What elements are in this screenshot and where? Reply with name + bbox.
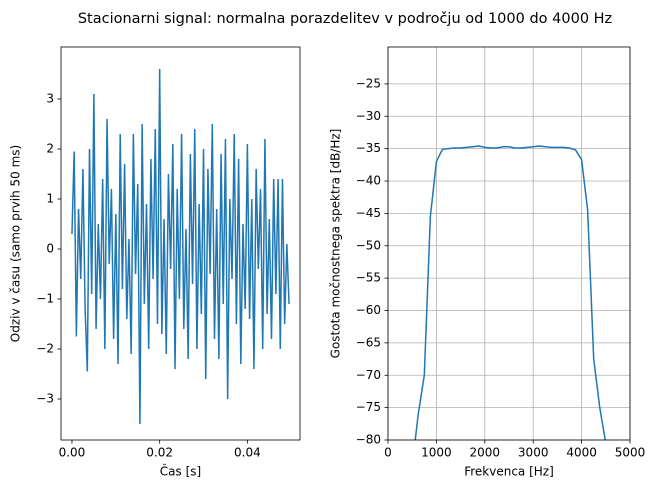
y-tick-label: −1 <box>36 292 54 306</box>
y-tick-label: −40 <box>356 174 381 188</box>
y-tick-label: −65 <box>356 335 381 349</box>
y-tick-label: −70 <box>356 368 381 382</box>
x-tick-label: 2000 <box>470 446 501 460</box>
x-tick-label: 0.00 <box>59 446 86 460</box>
x-tick-label: 0 <box>384 446 392 460</box>
x-axis-label: Čas [s] <box>160 464 201 479</box>
y-tick-label: −35 <box>356 141 381 155</box>
y-tick-label: −3 <box>36 392 54 406</box>
y-tick-label: −55 <box>356 271 381 285</box>
x-tick-label: 4000 <box>566 446 597 460</box>
axes-frame <box>387 46 631 441</box>
y-tick-label: −25 <box>356 76 381 90</box>
line <box>71 68 290 425</box>
y-tick-label: −50 <box>356 238 381 252</box>
axes-frame <box>60 46 301 441</box>
y-axis-label: Gostota močnostnega spektra [dB/Hz] <box>329 129 343 359</box>
y-tick-label: 3 <box>46 92 54 106</box>
y-tick-label: −2 <box>36 342 54 356</box>
figure-title: Stacionarni signal: normalna porazdelite… <box>78 11 612 27</box>
y-tick-label: 2 <box>46 142 54 156</box>
y-tick-label: −30 <box>356 109 381 123</box>
x-tick-label: 0.04 <box>234 446 261 460</box>
y-tick-label: 0 <box>46 242 54 256</box>
y-tick-label: 1 <box>46 192 54 206</box>
x-tick-label: 5000 <box>615 446 646 460</box>
x-tick-label: 1000 <box>421 446 452 460</box>
y-tick-label: −80 <box>356 433 381 447</box>
y-tick-label: −60 <box>356 303 381 317</box>
line <box>414 145 607 440</box>
y-tick-label: −45 <box>356 206 381 220</box>
y-tick-label: −75 <box>356 400 381 414</box>
x-axis-label: Frekvenca [Hz] <box>464 465 554 479</box>
x-tick-label: 0.02 <box>146 446 173 460</box>
y-axis-label: Odziv v času (samo prvih 50 ms) <box>9 145 23 342</box>
x-tick-label: 3000 <box>518 446 549 460</box>
